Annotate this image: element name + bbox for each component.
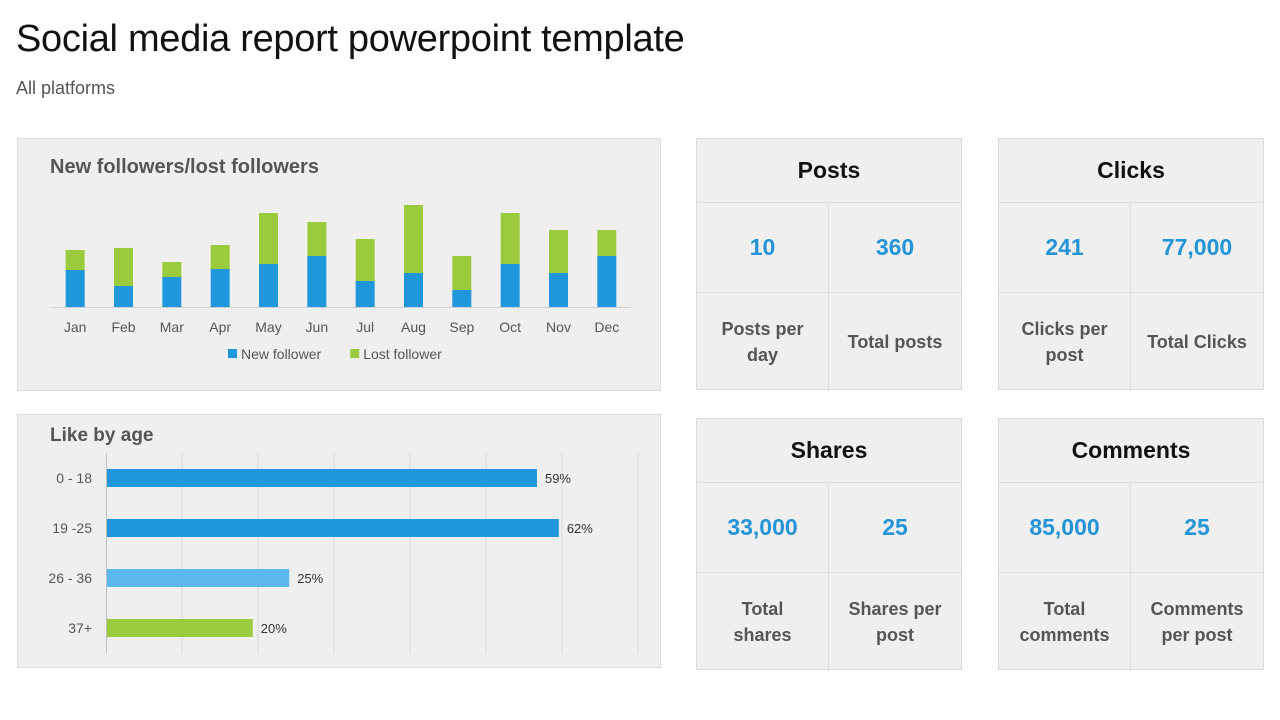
total-comments-label: Total comments xyxy=(1019,599,1110,645)
x-tick-label: Aug xyxy=(401,319,426,335)
legend-label-lost-follower: Lost follower xyxy=(363,346,442,362)
x-tick-label: Nov xyxy=(546,319,571,335)
followers-chart-title: New followers/lost followers xyxy=(50,156,319,178)
legend-swatch-lost-follower xyxy=(350,349,360,358)
clicks-per-post-label: Clicks per post xyxy=(1021,319,1108,365)
bar-lost-follower-oct xyxy=(500,213,520,264)
bar-new-follower-apr xyxy=(210,269,230,307)
x-tick-label: Oct xyxy=(499,319,521,335)
total-clicks-value: 77,000 xyxy=(1161,234,1233,260)
comments-card: Comments 85,000 25 Total comments Commen… xyxy=(998,418,1264,671)
bar-new-follower-sep xyxy=(452,290,472,307)
total-shares-value: 33,000 xyxy=(727,514,798,540)
x-tick-label: Jun xyxy=(306,319,329,335)
page-subtitle: All platforms xyxy=(16,78,116,98)
bar-new-follower-jul xyxy=(355,281,375,307)
total-clicks-label: Total Clicks xyxy=(1147,332,1247,352)
legend-swatch-new-follower xyxy=(228,349,237,358)
clicks-per-post-value: 241 xyxy=(1045,234,1084,260)
x-tick-label: Apr xyxy=(209,319,231,335)
bar-lost-follower-jun xyxy=(307,222,327,256)
comments-per-post-value: 25 xyxy=(1184,514,1210,540)
bar-value-label: 59% xyxy=(545,471,571,486)
age-chart: 0 - 18 59% 19 -25 62% 26 - 36 25% 37+ 20% xyxy=(48,453,639,653)
x-tick-label: Dec xyxy=(594,319,619,335)
bar-lost-follower-may xyxy=(259,213,278,264)
bar-lost-follower-feb xyxy=(114,248,133,286)
bar-lost-follower-aug xyxy=(404,205,423,273)
bar-new-follower-feb xyxy=(114,286,133,307)
followers-chart-panel: New followers/lost followers Jan Feb Mar Ap… xyxy=(17,138,661,391)
posts-per-day-label: Posts per day xyxy=(721,319,804,365)
y-tick-label: 26 - 36 xyxy=(48,570,92,586)
total-shares-label: Total shares xyxy=(733,599,792,645)
bar-lost-follower-nov xyxy=(549,230,568,273)
bar-new-follower-oct xyxy=(500,264,520,307)
age-chart-panel: Like by age 0 - 18 59% 19 -25 62% 26 - 36 25%… xyxy=(17,414,661,668)
clicks-card-title: Clicks xyxy=(999,139,1263,203)
posts-card: Posts 10 360 Posts per day Total posts xyxy=(696,138,962,391)
shares-card: Shares 33,000 25 Total shares Shares per… xyxy=(696,418,962,671)
total-posts-label: Total posts xyxy=(847,332,943,352)
total-comments-value: 85,000 xyxy=(1029,514,1100,540)
bar-lost-follower-sep xyxy=(452,256,472,290)
y-tick-label: 0 - 18 xyxy=(56,470,92,486)
x-tick-label: Mar xyxy=(160,319,184,335)
legend-label-new-follower: New follower xyxy=(241,346,321,362)
bar-new-follower-mar xyxy=(162,277,182,307)
x-tick-label: Jan xyxy=(64,319,87,335)
shares-per-post-label: Shares per post xyxy=(848,599,942,645)
bar-age-4 xyxy=(107,619,253,637)
bar-age-2 xyxy=(107,519,559,537)
x-tick-label: May xyxy=(255,319,281,335)
bar-age-3 xyxy=(107,569,290,587)
x-tick-label: Feb xyxy=(111,319,135,335)
bar-lost-follower-jan xyxy=(65,250,85,270)
x-tick-label: Jul xyxy=(356,319,374,335)
comments-per-post-label: Comments per post xyxy=(1150,599,1244,645)
bar-new-follower-jan xyxy=(65,270,85,307)
bar-value-label: 25% xyxy=(297,571,323,586)
y-tick-label: 19 -25 xyxy=(52,520,92,536)
bar-new-follower-dec xyxy=(597,256,617,307)
y-tick-label: 37+ xyxy=(68,620,92,636)
bar-lost-follower-dec xyxy=(597,230,617,256)
bar-value-label: 20% xyxy=(261,621,287,636)
bar-lost-follower-apr xyxy=(210,245,230,269)
bar-new-follower-aug xyxy=(404,273,423,307)
bar-lost-follower-jul xyxy=(355,239,375,281)
comments-card-title: Comments xyxy=(999,419,1263,483)
bar-value-label: 62% xyxy=(567,521,593,536)
bar-age-1 xyxy=(107,469,537,487)
followers-chart: Jan Feb Mar Apr May Jun Jul Aug Sep Oct Nov Dec New … xyxy=(51,205,631,362)
total-posts-value: 360 xyxy=(875,234,915,260)
bar-lost-follower-mar xyxy=(162,262,182,277)
shares-per-post-value: 25 xyxy=(882,514,908,540)
x-tick-label: Sep xyxy=(449,319,474,335)
bar-new-follower-may xyxy=(259,264,278,307)
page-title: Social media report powerpoint template xyxy=(16,18,685,60)
bar-new-follower-nov xyxy=(549,273,568,307)
age-chart-title: Like by age xyxy=(50,425,154,446)
posts-per-day-value: 10 xyxy=(749,234,776,260)
bar-new-follower-jun xyxy=(307,256,327,307)
posts-card-title: Posts xyxy=(697,139,961,203)
clicks-card: Clicks 241 77,000 Clicks per post Total … xyxy=(998,138,1264,391)
shares-card-title: Shares xyxy=(697,419,961,483)
